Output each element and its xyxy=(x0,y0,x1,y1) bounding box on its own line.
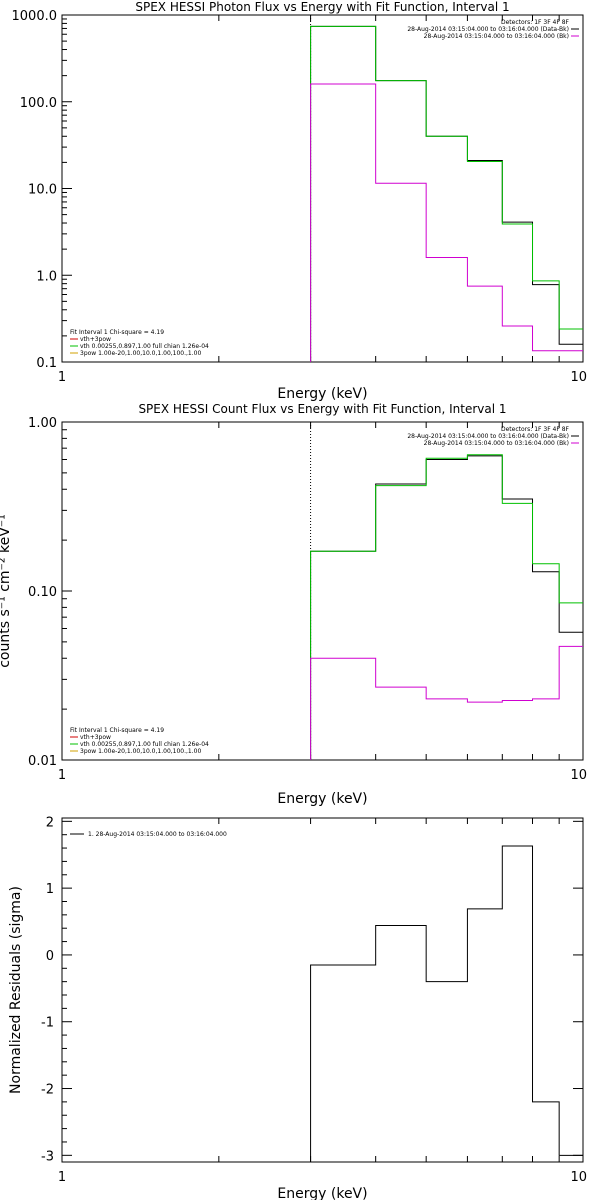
series-background xyxy=(310,645,583,760)
chart-title: SPEX HESSI Photon Flux vs Energy with Fi… xyxy=(135,0,509,14)
series-line xyxy=(310,845,583,1162)
x-tick-label: 1 xyxy=(58,370,66,385)
legend-entry: vth 0.00255,0.897,1.00 full chian 1.26e-… xyxy=(80,343,209,350)
plot-frame xyxy=(61,421,584,761)
legend-entry: 28-Aug-2014 03:15:04.000 to 03:16:04.000… xyxy=(424,33,569,40)
y-tick-label: 0.10 xyxy=(28,585,57,600)
photon-flux-panel: SPEX HESSI Photon Flux vs Energy with Fi… xyxy=(12,0,588,402)
series-vth-3pow xyxy=(310,454,583,760)
series-line xyxy=(310,454,583,760)
count-flux-panel: SPEX HESSI Count Flux vs Energy with Fit… xyxy=(0,402,587,807)
residuals-panel: 1 10 Energy (keV) -3 -2 -1 0 1 2 Normalized Resid… xyxy=(8,815,587,1200)
y-tick-label: -2 xyxy=(41,1083,54,1098)
y-tick-label: 100.0 xyxy=(20,96,57,111)
legend-entry: Fit Interval 1 Chi-square = 4.19 xyxy=(70,329,164,336)
series-line xyxy=(310,645,583,760)
y-tick-label: 2 xyxy=(46,815,54,830)
legend-entry: 3pow 1.00e-20,1.00,10.0,1.00,100.,1.00 xyxy=(80,350,201,357)
chart-title: SPEX HESSI Count Flux vs Energy with Fit… xyxy=(138,402,506,416)
y-tick-label: 1.0 xyxy=(36,269,57,284)
x-tick-label: 10 xyxy=(570,768,587,783)
x-axis-label: Energy (keV) xyxy=(277,1186,367,1200)
y-tick-label: 1.00 xyxy=(28,416,57,431)
x-axis-label: Energy (keV) xyxy=(277,386,367,402)
x-tick-label: 1 xyxy=(58,768,66,783)
x-axis-label: Energy (keV) xyxy=(277,791,367,807)
legend-entry: vth 0.00255,0.897,1.00 full chian 1.26e-… xyxy=(80,741,209,748)
y-tick-label: 1000.0 xyxy=(12,9,58,24)
x-tick-label: 1 xyxy=(58,1170,66,1185)
y-tick-label: 10.0 xyxy=(28,183,57,198)
y-tick-label: 0.01 xyxy=(28,754,57,769)
series-vth-3pow xyxy=(310,25,583,362)
x-tick-label: 10 xyxy=(570,1170,587,1185)
y-tick-label: -1 xyxy=(41,1016,54,1031)
y-axis-label: Normalized Residuals (sigma) xyxy=(8,886,24,1094)
series-1-28-aug-2014-03-15-04-000-to-03-16-04-000 xyxy=(310,845,583,1162)
y-tick-label: 0 xyxy=(46,949,54,964)
legend-entry: 28-Aug-2014 03:15:04.000 to 03:16:04.000… xyxy=(407,433,569,440)
legend-entry: 3pow 1.00e-20,1.00,10.0,1.00,100.,1.00 xyxy=(80,748,201,755)
y-tick-label: -3 xyxy=(41,1149,54,1164)
y-tick-label: 1 xyxy=(46,882,54,897)
legend-entry: Detectors: 1F 3F 4F 8F xyxy=(501,19,570,26)
legend-entry: 28-Aug-2014 03:15:04.000 to 03:16:04.000… xyxy=(407,26,569,33)
legend-entry: 1. 28-Aug-2014 03:15:04.000 to 03:16:04.… xyxy=(88,831,227,838)
series-line xyxy=(310,83,583,362)
legend-entry: Detectors: 1F 3F 4F 8F xyxy=(501,426,570,433)
series-data xyxy=(310,455,583,760)
legend-entry: vth+3pow xyxy=(80,734,111,741)
legend-entry: 28-Aug-2014 03:15:04.000 to 03:16:04.000… xyxy=(424,440,569,447)
legend-entry: vth+3pow xyxy=(80,336,111,343)
y-axis-label: counts s⁻¹ cm⁻² keV⁻¹ xyxy=(0,514,13,668)
x-tick-label: 10 xyxy=(570,370,587,385)
plot-frame xyxy=(61,817,584,1163)
y-tick-label: 0.1 xyxy=(36,356,57,371)
series-line xyxy=(310,455,583,760)
series-vth xyxy=(310,83,583,362)
series-line xyxy=(310,25,583,362)
legend-entry: Fit Interval 1 Chi-square = 4.19 xyxy=(70,727,164,734)
series-data xyxy=(310,25,583,362)
plot-frame xyxy=(61,14,584,363)
series-line xyxy=(310,25,583,362)
